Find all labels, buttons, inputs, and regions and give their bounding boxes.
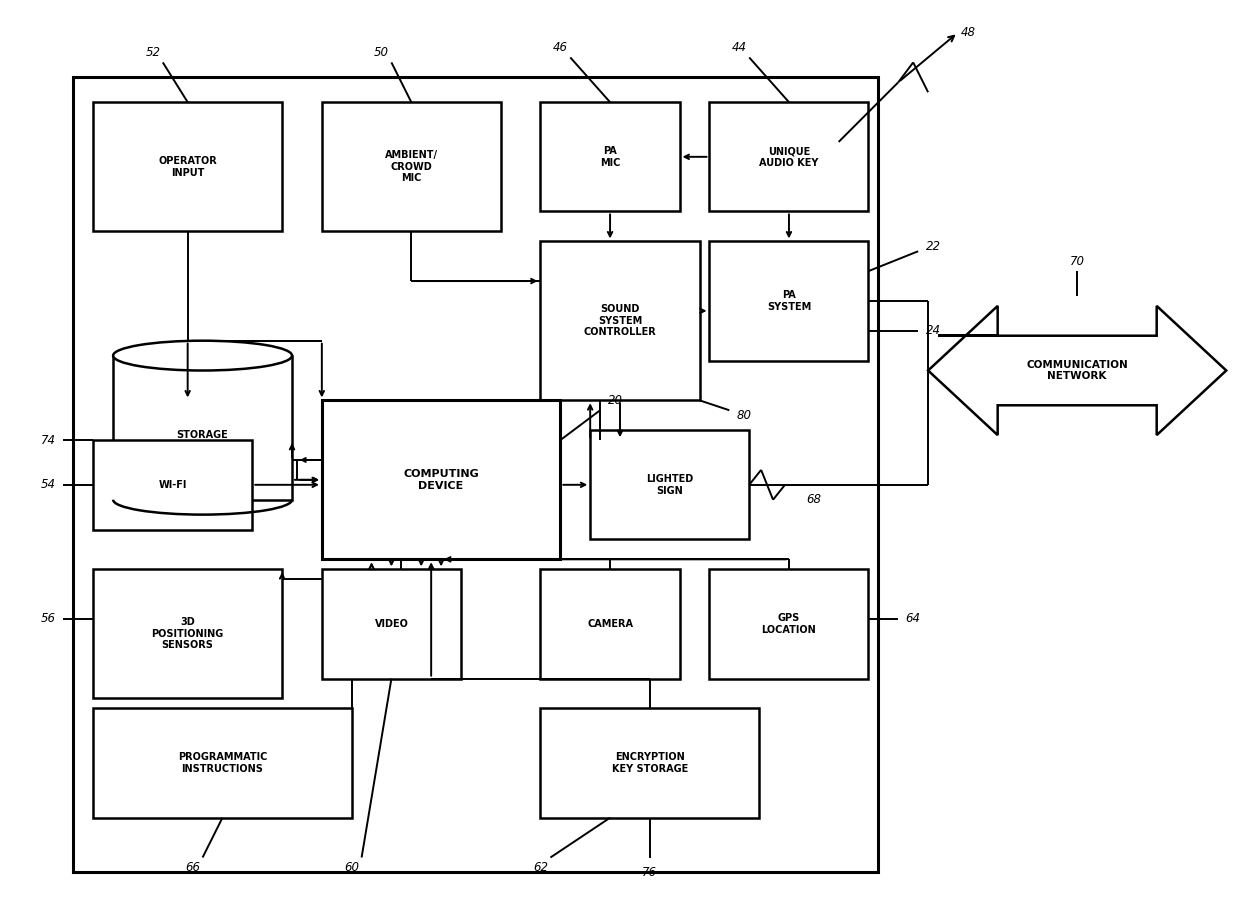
Bar — [541, 569, 680, 679]
Text: 64: 64 — [905, 612, 920, 625]
Text: 24: 24 — [925, 324, 941, 337]
Bar — [93, 708, 352, 818]
Text: 46: 46 — [553, 41, 568, 54]
Text: AMBIENT/
CROWD
MIC: AMBIENT/ CROWD MIC — [384, 150, 438, 183]
Bar — [73, 77, 878, 872]
Bar — [322, 569, 461, 679]
Text: 50: 50 — [374, 46, 389, 59]
Text: COMMUNICATION
NETWORK: COMMUNICATION NETWORK — [1027, 360, 1128, 381]
Text: COMPUTING
DEVICE: COMPUTING DEVICE — [403, 469, 479, 491]
Text: 3D
POSITIONING
SENSORS: 3D POSITIONING SENSORS — [151, 617, 223, 651]
Bar — [709, 569, 868, 679]
Text: 66: 66 — [185, 861, 200, 874]
Text: 22: 22 — [925, 240, 941, 253]
Ellipse shape — [113, 341, 293, 371]
Bar — [709, 102, 868, 211]
Bar — [709, 241, 868, 361]
Text: 80: 80 — [737, 409, 751, 421]
Text: 74: 74 — [41, 434, 56, 447]
Text: 76: 76 — [642, 866, 657, 879]
Text: 54: 54 — [41, 478, 56, 491]
Text: 68: 68 — [806, 493, 821, 506]
Bar — [93, 440, 252, 529]
Bar — [590, 430, 749, 539]
Text: 62: 62 — [533, 861, 548, 874]
Text: OPERATOR
INPUT: OPERATOR INPUT — [159, 156, 217, 178]
Text: 60: 60 — [345, 861, 360, 874]
Text: LIGHTED
SIGN: LIGHTED SIGN — [646, 474, 693, 496]
Text: 20: 20 — [608, 394, 622, 407]
Text: CAMERA: CAMERA — [587, 619, 634, 629]
Text: PROGRAMMATIC
INSTRUCTIONS: PROGRAMMATIC INSTRUCTIONS — [177, 752, 267, 774]
Text: PA
MIC: PA MIC — [600, 146, 620, 168]
Text: 52: 52 — [145, 46, 160, 59]
Text: UNIQUE
AUDIO KEY: UNIQUE AUDIO KEY — [759, 146, 818, 168]
Bar — [113, 355, 293, 500]
Bar — [93, 569, 281, 699]
Text: 44: 44 — [732, 41, 746, 54]
Polygon shape — [928, 306, 1226, 435]
Bar — [541, 102, 680, 211]
Bar — [541, 708, 759, 818]
Text: 48: 48 — [960, 26, 976, 39]
Bar — [93, 102, 281, 231]
Bar — [322, 400, 560, 559]
Text: 70: 70 — [1070, 255, 1085, 267]
Bar — [322, 102, 501, 231]
Text: 56: 56 — [41, 612, 56, 625]
Bar — [541, 241, 699, 400]
Text: ENCRYPTION
KEY STORAGE: ENCRYPTION KEY STORAGE — [611, 752, 688, 774]
Text: SOUND
SYSTEM
CONTROLLER: SOUND SYSTEM CONTROLLER — [584, 304, 656, 337]
Text: STORAGE: STORAGE — [177, 430, 228, 440]
Text: WI-FI: WI-FI — [159, 480, 187, 490]
Text: PA
SYSTEM: PA SYSTEM — [766, 290, 811, 312]
Text: GPS
LOCATION: GPS LOCATION — [761, 613, 816, 635]
Text: VIDEO: VIDEO — [374, 619, 408, 629]
